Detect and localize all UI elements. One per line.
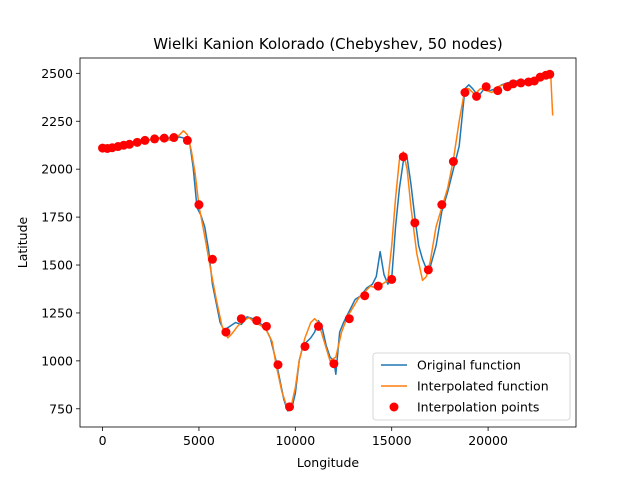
interpolation-point	[169, 133, 179, 143]
x-tick-label: 10000	[275, 433, 315, 448]
interpolation-point	[221, 327, 231, 337]
interpolation-point	[437, 200, 447, 210]
interpolation-point	[182, 135, 192, 145]
y-tick-label: 2500	[41, 66, 73, 81]
y-tick-label: 2250	[41, 114, 73, 129]
interpolation-point	[472, 91, 482, 101]
legend: Original function Interpolated function In…	[372, 352, 571, 421]
interpolation-point	[125, 139, 135, 149]
y-tick-label: 1000	[41, 353, 73, 368]
interpolation-point	[373, 281, 383, 291]
legend-box	[372, 352, 571, 421]
interpolation-point	[150, 134, 160, 144]
x-tick-label: 0	[99, 433, 107, 448]
interpolation-point	[207, 254, 217, 264]
interpolation-point	[410, 218, 420, 228]
interpolation-point	[261, 321, 271, 331]
interpolation-point	[481, 82, 491, 92]
x-axis-label: Longitude	[297, 455, 359, 470]
x-tick-label: 5000	[183, 433, 215, 448]
interpolation-point	[545, 69, 555, 79]
y-tick-label: 1500	[41, 258, 73, 273]
interpolation-point	[285, 402, 295, 412]
axes-frame	[79, 57, 577, 428]
interpolation-point	[159, 133, 169, 143]
chart-title: Wielki Kanion Kolorado (Chebyshev, 50 no…	[153, 35, 502, 53]
x-tick-label: 15000	[372, 433, 412, 448]
interpolation-point	[508, 79, 518, 89]
y-tick-label: 1750	[41, 210, 73, 225]
y-tick-label: 2000	[41, 162, 73, 177]
interpolation-point	[273, 360, 283, 370]
y-tick-label: 750	[49, 401, 73, 416]
interpolation-point	[448, 157, 458, 167]
interpolation-point	[252, 316, 262, 326]
legend-label-1: Original function	[417, 358, 521, 373]
interpolation-point	[194, 200, 204, 210]
y-axis: 750 1000 1250 1500 1750 2000 2250 2500	[41, 66, 80, 416]
interpolation-point	[398, 152, 408, 162]
x-axis: 0 5000 10000 15000 20000	[99, 427, 508, 448]
interpolation-point	[300, 341, 310, 351]
x-tick-label: 20000	[468, 433, 508, 448]
legend-swatch-3	[389, 402, 399, 412]
legend-label-2: Interpolated function	[417, 379, 549, 394]
series-line-2	[102, 74, 554, 410]
interpolation-point	[493, 86, 503, 96]
y-axis-label: Latitude	[15, 216, 30, 268]
legend-label-3: Interpolation points	[417, 400, 539, 415]
interpolation-point	[460, 88, 470, 98]
interpolation-point	[344, 314, 354, 324]
interpolation-point	[387, 274, 397, 284]
plot-area	[98, 69, 555, 412]
interpolation-point	[516, 78, 526, 88]
interpolation-point	[132, 137, 142, 147]
interpolation-point	[423, 265, 433, 275]
interpolation-point	[329, 359, 339, 369]
interpolation-point	[360, 291, 370, 301]
y-tick-label: 1250	[41, 305, 73, 320]
interpolation-point	[140, 135, 150, 145]
interpolation-point	[313, 321, 323, 331]
interpolation-point	[236, 314, 246, 324]
